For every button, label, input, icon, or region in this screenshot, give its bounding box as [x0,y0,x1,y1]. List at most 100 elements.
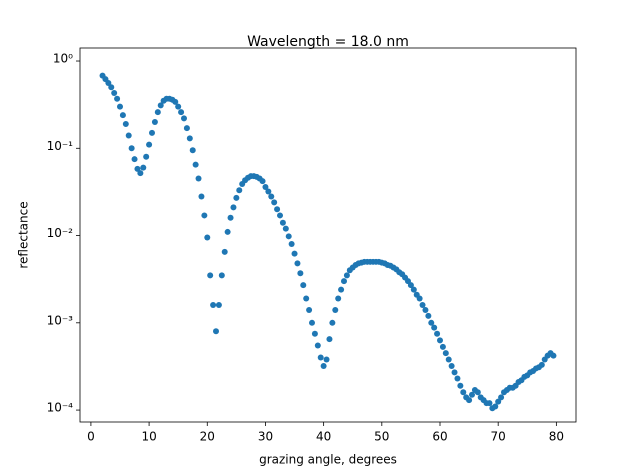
point [498,394,505,401]
point [198,193,205,200]
point [341,278,347,285]
point [291,250,298,257]
point [309,319,315,326]
point [105,79,112,86]
point [114,95,121,102]
point [215,301,222,308]
point [117,103,123,110]
point [227,214,234,221]
point [338,286,345,293]
point [137,170,144,177]
point [466,397,473,404]
x-tick-label: 10 [141,430,156,444]
x-tick-label: 70 [491,430,506,444]
point [146,141,153,148]
point [178,109,185,116]
point [326,336,333,343]
point [486,400,493,407]
point [122,120,129,127]
point [192,161,199,168]
y-tick-label: 10⁻² [47,226,74,240]
point [277,212,283,219]
point [221,248,228,255]
point [210,301,217,308]
point [410,286,417,293]
point [186,135,193,142]
point [195,175,202,182]
x-tick-label: 40 [316,430,331,444]
point [131,156,138,163]
point [271,199,278,206]
point [332,307,339,314]
point [300,282,307,289]
point [111,90,118,97]
point [460,389,467,396]
point [265,188,272,195]
point [457,382,464,389]
chart-title: Wavelength = 18.0 nm [247,34,409,50]
point [428,319,435,326]
x-tick-label: 50 [374,430,389,444]
point [335,295,342,302]
point [425,312,432,319]
point [285,233,292,240]
point [437,337,443,344]
point [218,272,225,279]
x-tick-label: 60 [432,430,447,444]
point [154,109,161,116]
point [407,282,414,289]
y-tick-label: 10⁰ [53,52,73,66]
y-tick-label: 10⁻¹ [47,139,74,153]
x-tick-label: 80 [549,430,564,444]
point [149,129,155,136]
x-tick-label: 0 [87,430,95,444]
point [108,84,115,91]
point [259,178,266,185]
point [201,212,208,219]
point [274,206,281,213]
point [183,125,190,132]
point [451,369,458,376]
point [151,119,158,126]
point [320,362,327,369]
point [294,260,301,267]
point [448,362,455,369]
point [439,343,446,350]
point [442,350,449,357]
point [306,307,313,314]
point [495,398,502,405]
point [143,153,150,160]
y-tick-label: 10⁻⁴ [47,401,74,415]
y-tick-label: 10⁻³ [47,313,74,327]
point [329,319,336,326]
point [279,219,286,226]
point [474,389,481,396]
point [492,403,499,410]
point [422,307,429,314]
point [431,324,438,331]
point [419,301,426,308]
point [314,342,321,349]
point [157,102,164,109]
point [282,225,289,232]
point [311,330,318,337]
point [213,328,219,335]
point [268,193,275,200]
point [224,228,231,235]
point [445,356,452,363]
point [140,164,147,171]
point [288,241,295,248]
point [323,356,330,363]
point [125,132,132,139]
x-tick-label: 20 [200,430,215,444]
point [236,187,243,194]
point [172,98,179,105]
point [469,391,475,398]
point [262,184,269,191]
point [119,112,126,119]
point [538,361,545,368]
point [317,354,324,361]
point [204,234,211,241]
point [416,295,423,302]
